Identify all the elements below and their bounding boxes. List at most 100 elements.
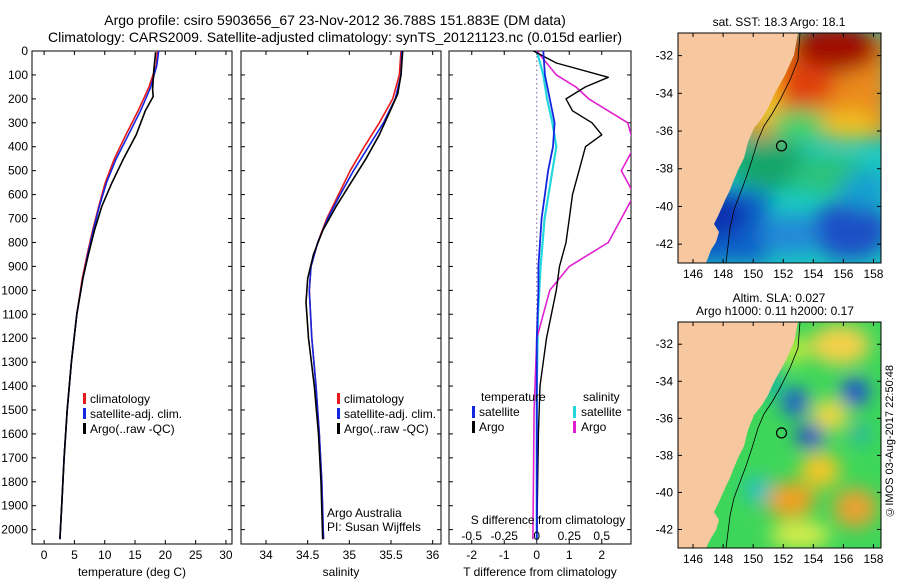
sst-land — [678, 33, 798, 263]
title-line-1: Argo profile: csiro 5903656_67 23-Nov-20… — [104, 12, 566, 28]
map-lat-label: -38 — [656, 162, 674, 176]
sla-map-title-1: Altim. SLA: 0.027 — [733, 291, 826, 305]
depth-tick-label: 1600 — [1, 427, 28, 441]
map-lon-label: 152 — [773, 267, 793, 281]
map-lat-label: -32 — [656, 337, 674, 351]
map-lon-label: 156 — [833, 267, 853, 281]
salinity-xlabel: salinity — [323, 565, 360, 579]
temperature-panel-frame — [31, 50, 233, 545]
salinity-panel: 34 34.5 35 35.5 36 salinity climatology sate… — [240, 50, 442, 579]
depth-tick-label: 1900 — [1, 499, 28, 513]
x-tick-label: 35 — [343, 548, 357, 562]
depth-tick-label: 400 — [8, 140, 28, 154]
temperature-satellite-line — [535, 51, 556, 540]
sla-map-title-2: Argo h1000: 0.11 h2000: 0.17 — [696, 304, 854, 318]
map-lat-label: -34 — [656, 86, 674, 100]
x-tick-label: -2 — [466, 548, 477, 562]
sla-map: Altim. SLA: 0.027 Argo h1000: 0.11 h2000… — [656, 291, 884, 566]
s-tick-label: -0.5 — [461, 529, 482, 543]
s-tick-label: -0.25 — [491, 529, 519, 543]
legend-climatology: climatology — [344, 392, 404, 406]
map-lat-label: -40 — [656, 199, 674, 213]
difference-legend: temperature satellite Argo salinity sate… — [472, 390, 622, 434]
x-tick-label: 5 — [71, 548, 78, 562]
map-lon-label: 150 — [743, 552, 763, 566]
depth-tick-label: 1200 — [1, 331, 28, 345]
x-tick-label: 15 — [128, 548, 142, 562]
map-lat-label: -32 — [656, 49, 674, 63]
depth-tick-label: 1400 — [1, 379, 28, 393]
s-difference-xlabel: S difference from climatology — [471, 513, 626, 527]
legend-swatch-salinity_satellite — [573, 406, 576, 418]
x-tick-label: 34.5 — [296, 548, 320, 562]
sst-argo-marker — [775, 140, 788, 152]
difference-panel: -2 -1 0 1 2 S difference from climatology -0… — [448, 50, 632, 579]
depth-tick-label: 0 — [21, 44, 28, 58]
depth-tick-label: 2000 — [1, 523, 28, 537]
depth-tick-label: 900 — [8, 259, 28, 273]
x-tick-label: 34 — [259, 548, 273, 562]
depth-tick-label: 100 — [8, 68, 28, 82]
legend-swatch-climatology — [83, 393, 86, 404]
pi-label: PI: Susan Wijffels — [327, 520, 421, 534]
series-climatology — [308, 51, 402, 540]
depth-tick-label: 1100 — [2, 307, 28, 321]
legend-temperature-argo: Argo — [479, 420, 505, 434]
sla-land — [678, 322, 798, 548]
depth-tick-label: 1500 — [1, 403, 28, 417]
sst-shelf-contour — [725, 33, 801, 263]
map-lon-label: 146 — [683, 267, 703, 281]
legend-swatch-argo — [83, 423, 86, 434]
temperature-legend: climatology satellite-adj. clim. Argo(..… — [83, 392, 182, 436]
map-lat-label: -40 — [656, 485, 674, 499]
x-tick-label: 0 — [41, 548, 48, 562]
depth-tick-label: 1000 — [1, 283, 28, 297]
imos-credit: ©IMOS 03-Aug-2017 22:50:48 — [884, 365, 896, 518]
series-argo-raw-qc- — [305, 51, 404, 540]
depth-tick-label: 700 — [8, 212, 28, 226]
map-lon-label: 158 — [863, 552, 883, 566]
depth-tick-label: 500 — [8, 164, 28, 178]
map-lon-label: 148 — [713, 267, 733, 281]
map-lat-label: -36 — [656, 411, 674, 425]
series-climatology — [59, 51, 159, 540]
map-lon-label: 158 — [863, 267, 883, 281]
map-lat-label: -36 — [656, 124, 674, 138]
map-lon-label: 152 — [773, 552, 793, 566]
depth-tick-label: 1300 — [1, 355, 28, 369]
legend-argo: Argo(..raw -QC) — [90, 422, 175, 436]
legend-swatch-satellite — [83, 408, 86, 419]
legend-temperature-heading: temperature — [481, 390, 546, 404]
map-lat-label: -42 — [656, 522, 674, 536]
x-tick-label: 30 — [219, 548, 233, 562]
map-lon-label: 156 — [833, 552, 853, 566]
x-tick-label: 35.5 — [379, 548, 403, 562]
x-tick-label: 10 — [98, 548, 112, 562]
s-tick-label: 0.5 — [593, 529, 610, 543]
map-lon-label: 148 — [713, 552, 733, 566]
x-tick-label: 20 — [159, 548, 173, 562]
x-tick-label: -1 — [499, 548, 510, 562]
map-lon-label: 154 — [803, 267, 823, 281]
s-tick-label: 0 — [533, 529, 540, 543]
legend-argo: Argo(..raw -QC) — [344, 422, 429, 436]
depth-tick-label: 800 — [8, 235, 28, 249]
temperature-xlabel: temperature (deg C) — [78, 565, 186, 579]
salinity-panel-frame — [240, 50, 442, 545]
map-lat-label: -42 — [656, 237, 674, 251]
legend-salinity-argo: Argo — [581, 420, 607, 434]
sst-map-title: sat. SST: 18.3 Argo: 18.1 — [713, 15, 846, 29]
x-tick-label: 0 — [533, 548, 540, 562]
t-difference-xlabel: T difference from climatology — [463, 565, 617, 579]
legend-salinity-satellite: satellite — [581, 405, 622, 419]
temperature-argo-line — [533, 51, 609, 540]
legend-swatch-argo — [472, 421, 475, 433]
series-satellite-adj-clim- — [308, 51, 403, 540]
sla-argo-marker — [775, 427, 788, 439]
legend-satellite: satellite-adj. clim. — [90, 407, 182, 421]
sla-shelf-contour — [725, 322, 801, 548]
legend-swatch-climatology — [337, 393, 340, 404]
map-lat-label: -38 — [656, 448, 674, 462]
depth-tick-label: 1800 — [1, 475, 28, 489]
map-lon-label: 146 — [683, 552, 703, 566]
